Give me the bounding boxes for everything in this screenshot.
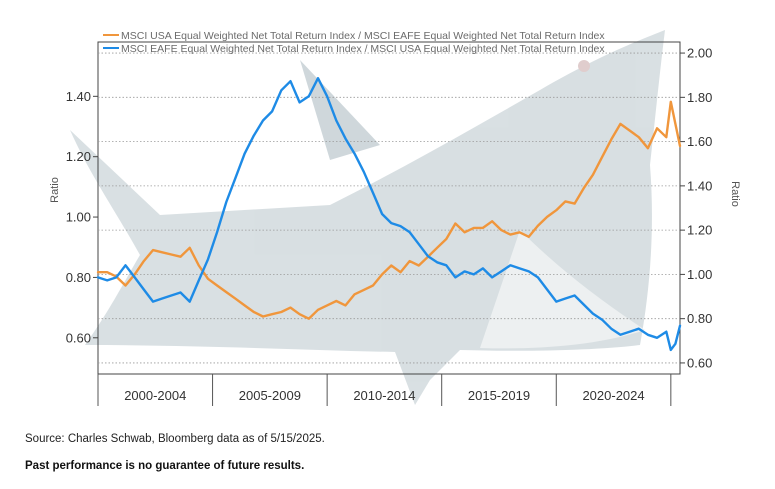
period-label: 2005-2009	[239, 388, 301, 403]
series-line-usa-over-eafe	[96, 100, 682, 320]
right-tick-label: 1.40	[687, 178, 712, 193]
disclaimer-note: Past performance is no guarantee of futu…	[25, 460, 305, 472]
left-tick-label: 0.80	[66, 270, 91, 285]
right-axis-title: Ratio	[729, 181, 741, 207]
right-tick-label: 0.80	[687, 311, 712, 326]
period-label: 2000-2004	[124, 388, 186, 403]
legend-label-usa-eafe: MSCI USA Equal Weighted Net Total Return…	[121, 30, 605, 42]
left-tick-label: 1.40	[66, 89, 91, 104]
right-tick-label: 0.60	[687, 355, 712, 370]
legend-label-eafe-usa: MSCI EAFE Equal Weighted Net Total Retur…	[121, 43, 605, 55]
gridlines	[98, 52, 680, 364]
period-label: 2010-2014	[353, 388, 415, 403]
left-tick-label: 0.60	[66, 330, 91, 345]
right-tick-label: 1.20	[687, 223, 712, 238]
series-lines	[96, 76, 682, 352]
left-axis-title: Ratio	[49, 177, 61, 203]
period-label: 2015-2019	[468, 388, 530, 403]
x-axis-periods: 2000-2004 2005-2009 2010-2014 2015-2019 2020…	[97, 374, 672, 406]
left-y-axis: 0.60 0.80 1.00 1.20 1.40	[66, 89, 98, 345]
left-tick-label: 1.00	[66, 210, 91, 225]
legend: MSCI USA Equal Weighted Net Total Return…	[103, 30, 605, 55]
chart: 0.60 0.80 1.00 1.20 1.40 0.60 0.80 1.00 1.20 1.4…	[49, 30, 741, 406]
plot-frame	[97, 41, 681, 375]
series-line-eafe-over-usa	[96, 76, 682, 352]
right-tick-label: 1.60	[687, 134, 712, 149]
period-label: 2020-2024	[582, 388, 644, 403]
right-tick-label: 2.00	[687, 46, 712, 61]
right-tick-label: 1.00	[687, 267, 712, 282]
right-y-axis: 0.60 0.80 1.00 1.20 1.40 1.60 1.80 2.00	[680, 46, 712, 370]
right-tick-label: 1.80	[687, 90, 712, 105]
left-tick-label: 1.20	[66, 149, 91, 164]
source-note: Source: Charles Schwab, Bloomberg data a…	[25, 433, 325, 445]
shark-illustration	[70, 30, 665, 405]
